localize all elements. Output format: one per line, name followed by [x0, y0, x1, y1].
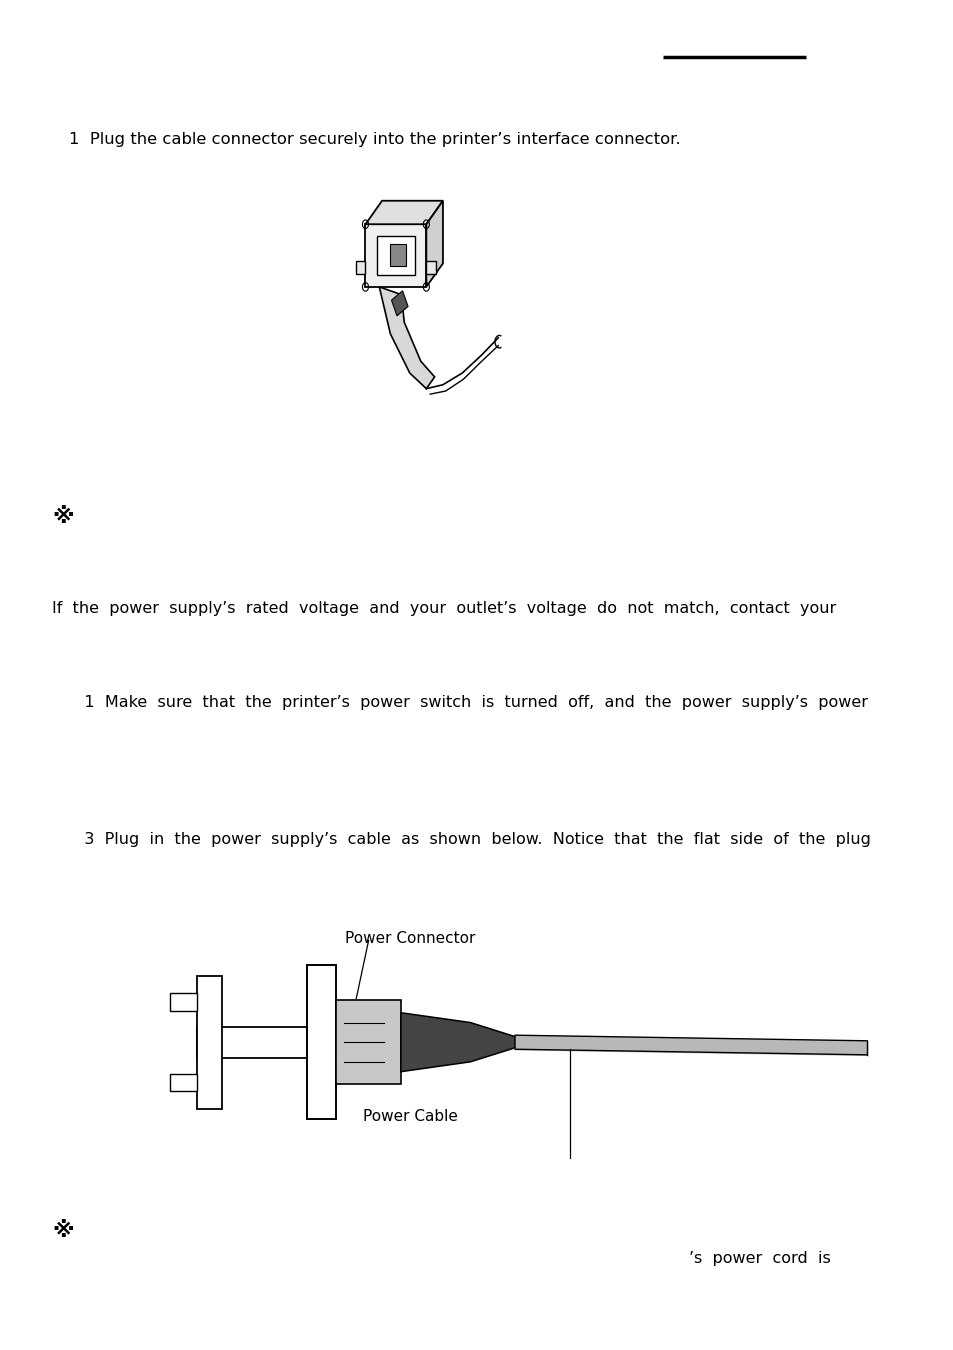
Text: ※: ※ — [52, 1222, 74, 1241]
Polygon shape — [355, 261, 365, 274]
Polygon shape — [197, 1027, 306, 1057]
Text: Power Connector: Power Connector — [345, 930, 475, 946]
Polygon shape — [426, 261, 436, 274]
Polygon shape — [426, 201, 442, 288]
Polygon shape — [170, 1073, 197, 1091]
Text: 1  Make  sure  that  the  printer’s  power  switch  is  turned  off,  and  the  : 1 Make sure that the printer’s power swi… — [69, 694, 867, 710]
Polygon shape — [365, 201, 442, 224]
Text: Power Cable: Power Cable — [362, 1108, 457, 1125]
Text: ’s  power  cord  is: ’s power cord is — [688, 1250, 830, 1266]
Polygon shape — [391, 290, 408, 316]
Text: If  the  power  supply’s  rated  voltage  and  your  outlet’s  voltage  do  not : If the power supply’s rated voltage and … — [52, 601, 836, 617]
Polygon shape — [170, 994, 197, 1011]
Text: ※: ※ — [52, 508, 74, 526]
Polygon shape — [390, 244, 405, 266]
Polygon shape — [379, 288, 435, 389]
Polygon shape — [365, 224, 426, 288]
Polygon shape — [336, 1000, 400, 1084]
Polygon shape — [376, 236, 415, 275]
Text: 3  Plug  in  the  power  supply’s  cable  as  shown  below.  Notice  that  the  : 3 Plug in the power supply’s cable as sh… — [69, 832, 870, 848]
Polygon shape — [306, 965, 336, 1119]
Polygon shape — [197, 976, 222, 1108]
Polygon shape — [400, 1012, 515, 1072]
Text: 1  Plug the cable connector securely into the printer’s interface connector.: 1 Plug the cable connector securely into… — [69, 131, 679, 147]
